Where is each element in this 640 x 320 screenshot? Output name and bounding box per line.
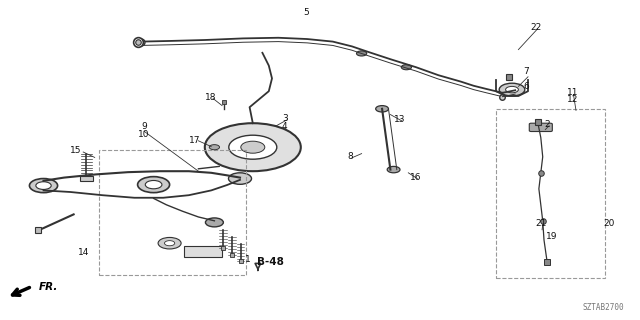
Text: 17: 17 (189, 136, 201, 145)
Text: 1: 1 (246, 255, 251, 264)
FancyBboxPatch shape (80, 176, 93, 181)
Text: 3: 3 (282, 114, 287, 123)
Circle shape (241, 141, 265, 153)
Circle shape (205, 218, 223, 227)
Text: B-48: B-48 (257, 257, 284, 268)
Text: 16: 16 (410, 173, 422, 182)
Text: 8: 8 (348, 152, 353, 161)
Text: 13: 13 (394, 116, 406, 124)
Circle shape (356, 51, 367, 56)
Circle shape (506, 86, 518, 93)
Text: 19: 19 (546, 232, 557, 241)
Text: 20: 20 (604, 220, 615, 228)
Text: 21: 21 (535, 220, 547, 228)
Text: 10: 10 (138, 130, 150, 139)
Circle shape (229, 135, 277, 159)
Text: SZTAB2700: SZTAB2700 (582, 303, 624, 312)
Circle shape (164, 241, 175, 246)
Circle shape (401, 65, 412, 70)
Text: 6: 6 (524, 82, 529, 91)
Text: 12: 12 (567, 95, 579, 104)
Text: 7: 7 (524, 68, 529, 76)
Text: 22: 22 (531, 23, 542, 32)
FancyBboxPatch shape (529, 123, 552, 132)
Circle shape (228, 173, 252, 184)
Circle shape (29, 179, 58, 193)
Text: 5: 5 (303, 8, 308, 17)
Text: 4: 4 (282, 122, 287, 131)
Circle shape (145, 180, 162, 189)
Circle shape (158, 237, 181, 249)
Circle shape (205, 123, 301, 171)
Text: 2: 2 (545, 120, 550, 129)
Text: 9: 9 (141, 122, 147, 131)
Text: 15: 15 (70, 146, 81, 155)
FancyBboxPatch shape (184, 246, 222, 257)
Circle shape (36, 182, 51, 189)
Circle shape (387, 166, 400, 173)
Text: 11: 11 (567, 88, 579, 97)
Circle shape (138, 177, 170, 193)
Circle shape (376, 106, 388, 112)
Text: 18: 18 (205, 93, 217, 102)
Text: FR.: FR. (38, 282, 58, 292)
Circle shape (209, 145, 220, 150)
Text: 14: 14 (77, 248, 89, 257)
Circle shape (499, 83, 525, 96)
